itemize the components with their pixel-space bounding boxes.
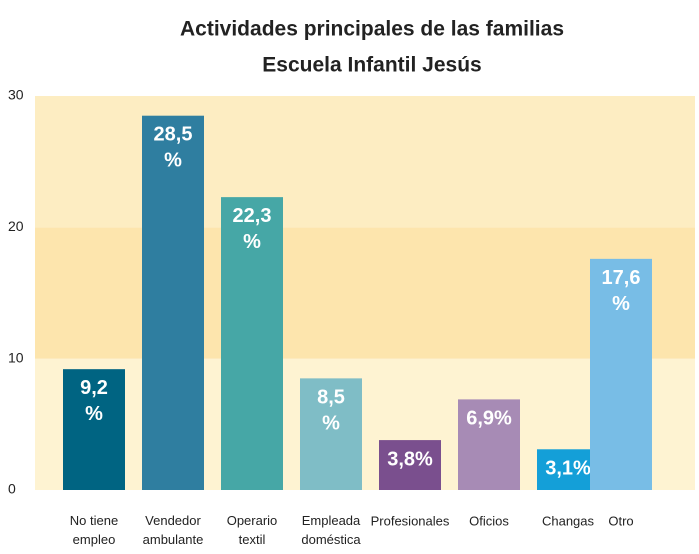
x-tick-label: Operario textil	[227, 513, 278, 547]
x-tick-label: Oficios	[469, 513, 509, 528]
value-label: 28,5%	[154, 124, 193, 172]
x-tick-label: Vendedor ambulante	[143, 513, 204, 547]
value-label: 9,2%	[80, 377, 108, 425]
bar	[142, 115, 204, 490]
value-label: 8,5%	[317, 387, 345, 435]
value-label: 17,6%	[602, 267, 641, 315]
y-tick-label: 10	[8, 349, 24, 365]
x-tick-label: Otro	[608, 513, 633, 528]
bar	[458, 399, 520, 490]
bar	[221, 197, 283, 491]
bar	[300, 378, 362, 490]
value-label: 6,9%	[466, 408, 512, 430]
bar	[379, 440, 441, 490]
x-tick-label: Profesionales	[371, 513, 450, 528]
chart-subtitle: Escuela Infantil Jesús	[262, 54, 481, 77]
x-tick-label: No tiene empleo	[70, 513, 118, 547]
value-label: 22,3%	[233, 205, 272, 253]
y-tick-label: 20	[8, 218, 24, 234]
bar	[590, 258, 652, 490]
plot-band	[35, 96, 695, 228]
bar	[537, 449, 599, 490]
x-tick-label: Changas	[542, 513, 595, 528]
chart-title: Actividades principales de las familias	[180, 18, 564, 41]
value-label: 3,8%	[387, 448, 433, 470]
bar	[63, 369, 125, 490]
y-tick-label: 0	[8, 481, 16, 497]
value-label: 3,1%	[545, 458, 591, 480]
x-tick-label: Empleada doméstica	[301, 513, 361, 547]
y-tick-label: 30	[8, 87, 24, 103]
